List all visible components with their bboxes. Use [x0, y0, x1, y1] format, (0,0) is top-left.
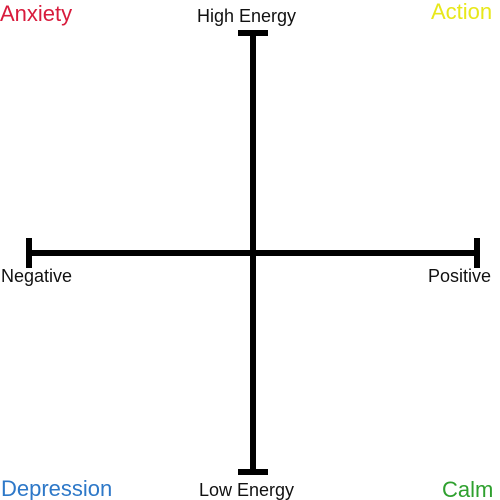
depression-quadrant-label: Depression: [1, 476, 113, 500]
low-energy-label: Low Energy: [199, 480, 295, 500]
positive-label: Positive: [428, 266, 492, 286]
action-quadrant-label: Action: [431, 0, 493, 24]
anxiety-quadrant-label: Anxiety: [0, 1, 73, 26]
high-energy-label: High Energy: [197, 6, 297, 26]
negative-label: Negative: [1, 266, 73, 286]
calm-quadrant-label: Calm: [442, 477, 494, 500]
